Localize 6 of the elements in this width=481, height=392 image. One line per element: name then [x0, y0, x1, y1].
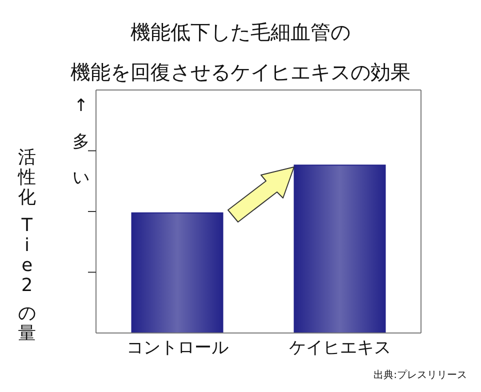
- text: 活性化 Tie2 の量: [18, 147, 36, 344]
- x-tick-label: ケイヒエキス: [288, 338, 391, 358]
- source-note: 出典:プレスリリース: [374, 368, 467, 382]
- chart-title: 機能低下した毛細血管の機能を回復させるケイヒエキスの効果: [70, 19, 412, 86]
- x-tick-label: コントロール: [126, 338, 228, 358]
- text: ↑多い: [72, 95, 90, 190]
